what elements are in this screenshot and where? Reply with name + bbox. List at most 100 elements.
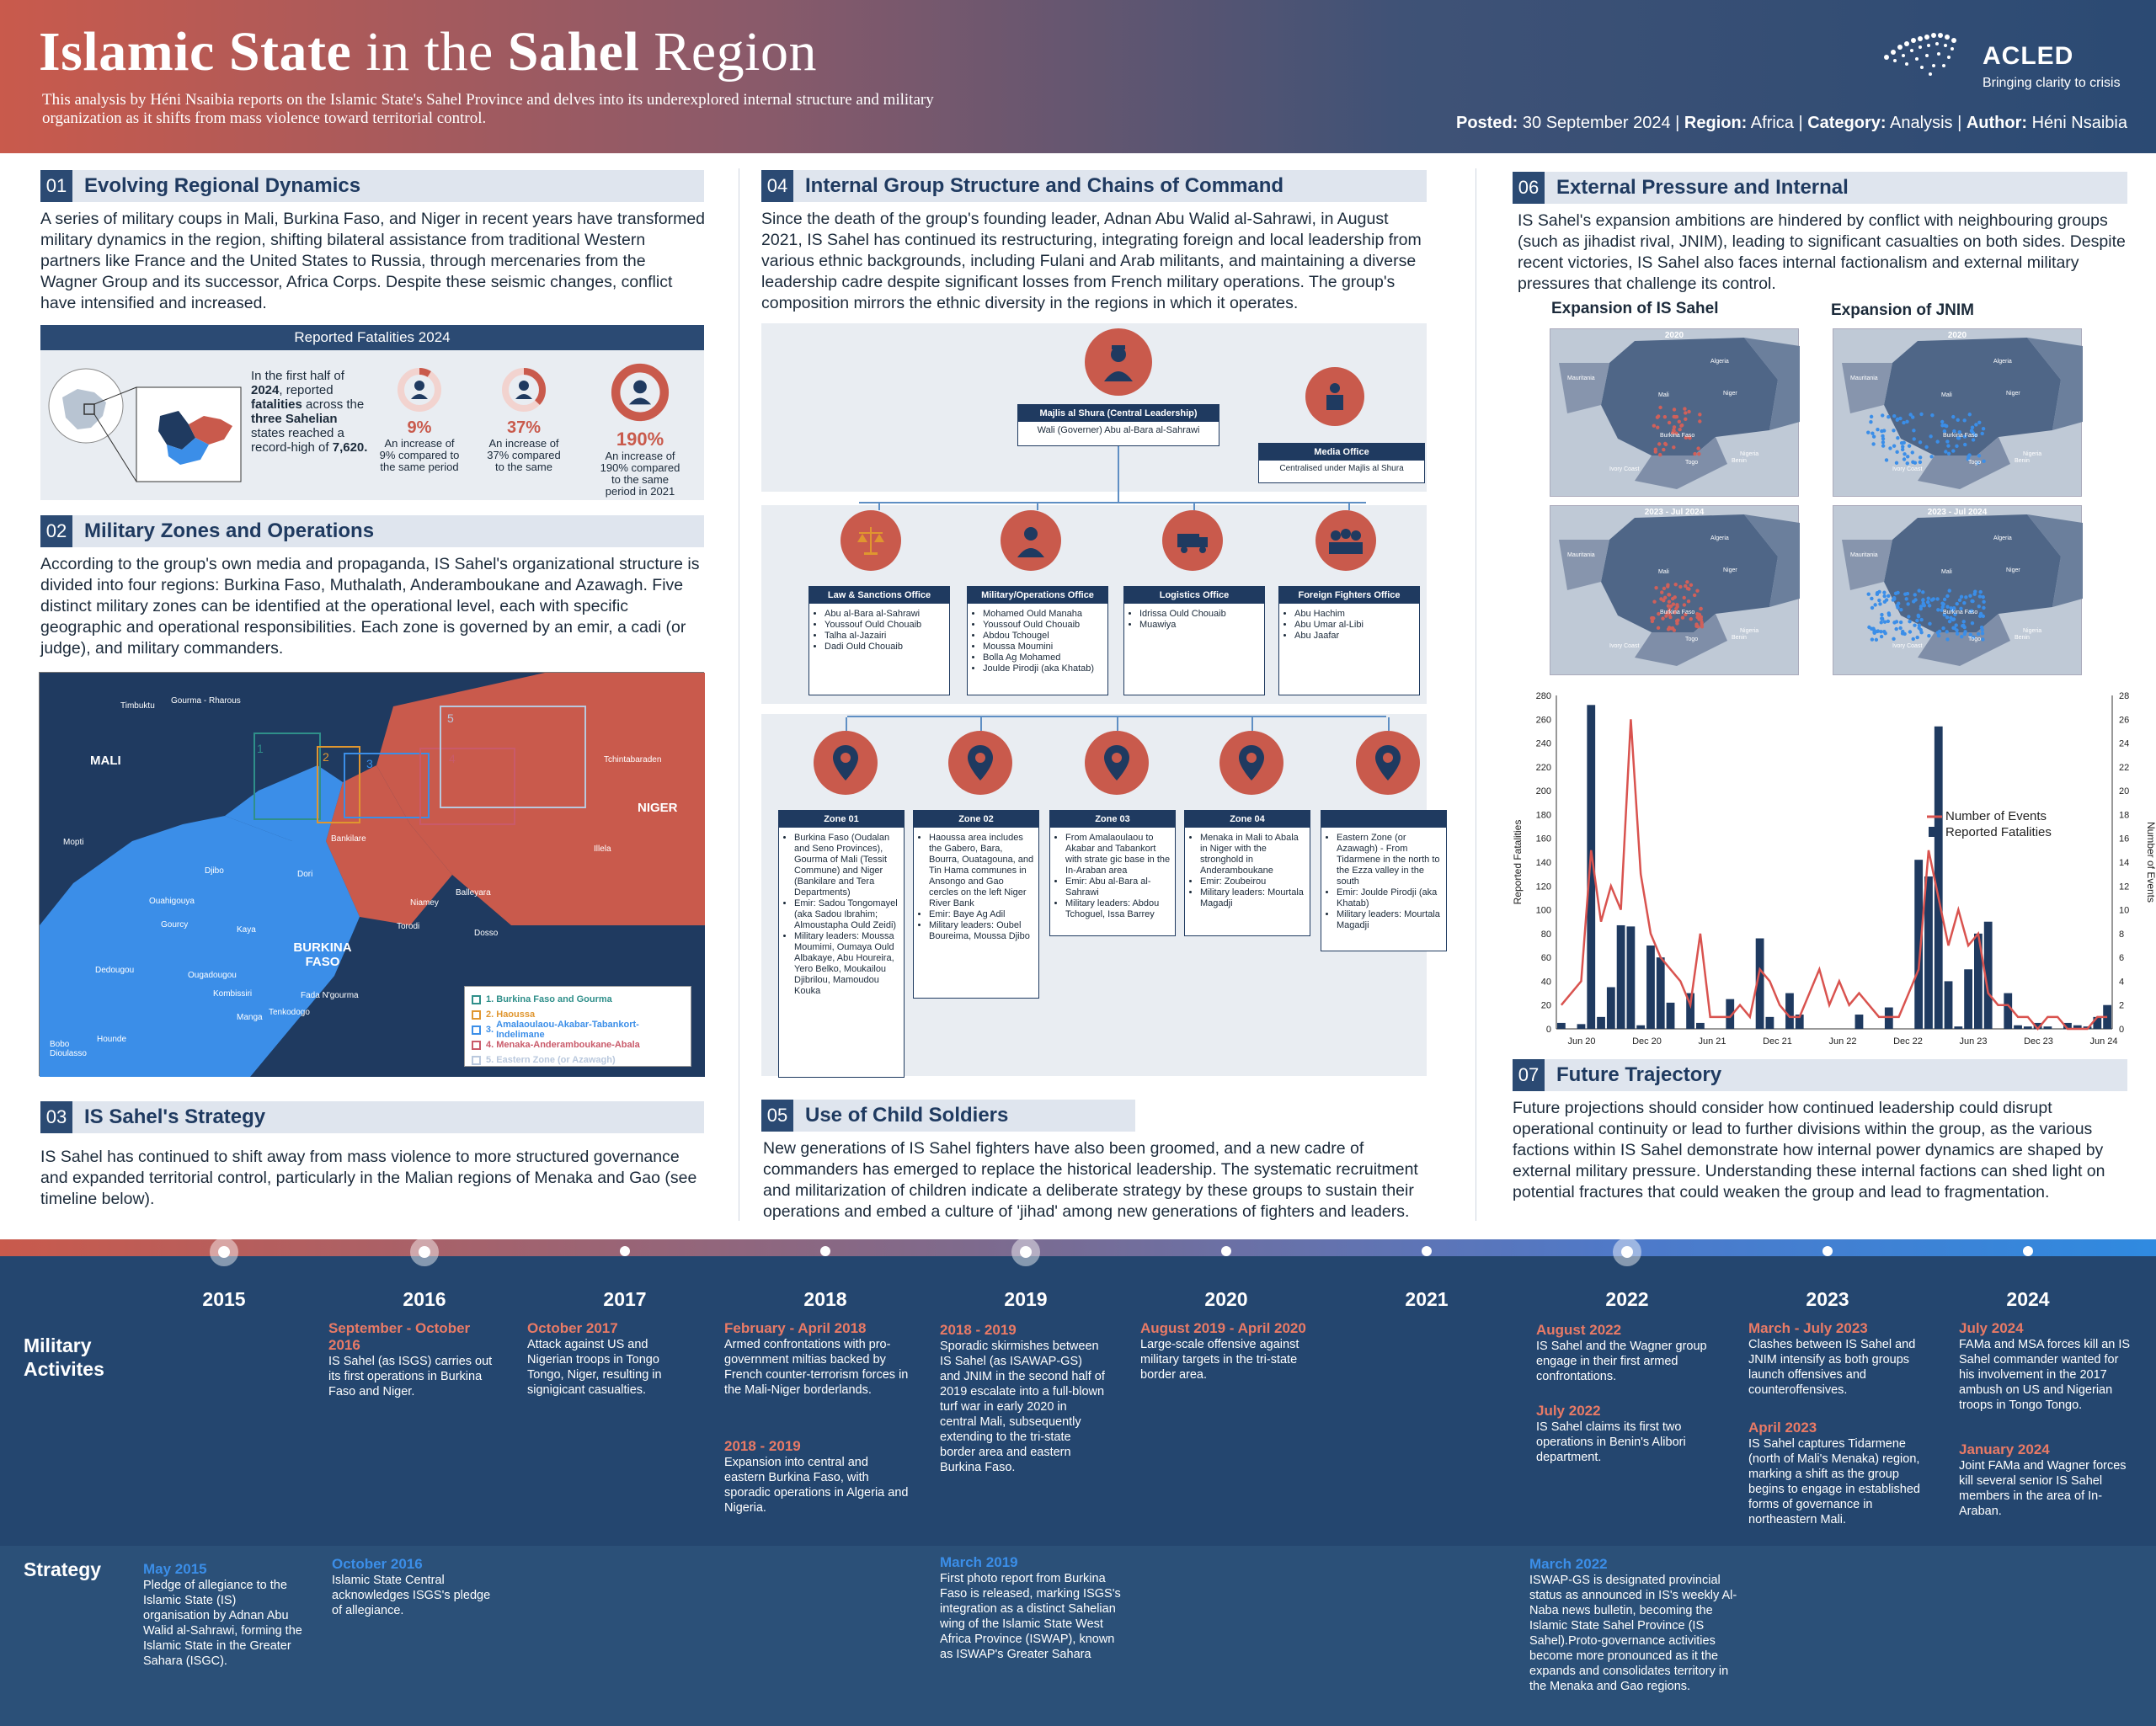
bar <box>2033 1022 2042 1029</box>
bar <box>1944 981 1953 1029</box>
legend-label: Number of Events <box>1945 809 2047 823</box>
stat-value: 37% <box>506 418 542 437</box>
jnim-map: 2023 - Jul 2024 Algeria Mauritania Mali Nige… <box>1833 505 2083 675</box>
office-members: Idrissa Ould ChouaibMuawiya <box>1124 604 1264 634</box>
map-label: Nigeria <box>1740 451 1758 457</box>
map-label: Togo <box>1685 460 1698 466</box>
stat-caption: An increase of 190% compared to the same… <box>600 450 680 498</box>
zone-title: Zone 02 <box>914 811 1038 828</box>
map-label: Mauritania <box>1850 376 1878 381</box>
bar <box>1765 1016 1774 1029</box>
legend-item: 2. Haoussa <box>472 1007 684 1022</box>
event-date: July 2024 <box>1959 1320 2024 1336</box>
zones-map-graphic <box>40 673 705 1077</box>
timeline-event: March - July 2023 Clashes between IS Sahe… <box>1748 1320 1925 1398</box>
bar <box>1656 957 1665 1029</box>
section-number: 02 <box>40 515 72 547</box>
map-place: Tchintabaraden <box>604 755 662 764</box>
map-label: Mali <box>1658 392 1669 398</box>
map-title-jnim: Expansion of JNIM <box>1831 301 1974 319</box>
meta-author: Héni Nsaibia <box>2031 114 2127 132</box>
timeline-marker <box>1613 1238 1641 1266</box>
bar <box>1696 1022 1705 1029</box>
zone-card: Zone 04 Menaka in Mali to Abala in Niger … <box>1184 810 1310 936</box>
legend-num: 4. <box>486 1040 494 1050</box>
section-02-header: 02 Military Zones and Operations <box>40 515 704 547</box>
jnim-map: 2020 Algeria Mauritania Mali Niger Burkina Fa… <box>1833 328 2083 497</box>
location-pin-icon <box>1219 731 1283 795</box>
location-pin-icon <box>1356 731 1420 795</box>
zone-title: Zone 01 <box>779 811 904 828</box>
scales-icon <box>841 510 901 571</box>
bar <box>2063 1022 2072 1029</box>
member-name: Idrissa Ould Chouaib <box>1139 609 1261 620</box>
timeline-year: 2024 <box>2006 1288 2050 1310</box>
x-tick-label: Jun 22 <box>1828 1036 1856 1047</box>
y2-tick-label: 24 <box>2119 739 2129 749</box>
map-label: Mali <box>1941 392 1952 398</box>
zone-details: Menaka in Mali to Abala in Niger with th… <box>1185 828 1310 913</box>
legend-label: Reported Fatalities <box>1945 825 2052 839</box>
map-place: Gourcy <box>161 920 189 930</box>
timeline-event: July 2024 FAMa and MSA forces kill an IS … <box>1959 1320 2136 1413</box>
event-text: Islamic State Central acknowledges ISGS'… <box>332 1574 491 1617</box>
office-card: Military/Operations OfficeMohamed Ould M… <box>967 586 1108 695</box>
summary-text: , reported <box>279 383 334 397</box>
zone-detail: Military leaders: Moussa Moumimi, Oumaya… <box>794 931 900 997</box>
timeline-event: January 2024 Joint FAMa and Wagner forces… <box>1959 1441 2136 1519</box>
office-card: Logistics OfficeIdrissa Ould ChouaibMuaw… <box>1123 586 1265 695</box>
section-04-text: Since the death of the group's founding … <box>761 210 1422 312</box>
event-date: October 2017 <box>527 1320 618 1336</box>
map-label: Niger <box>2006 567 2020 573</box>
bar <box>1854 1015 1864 1029</box>
bar <box>1954 1026 1963 1029</box>
section-title: Use of Child Soldiers <box>805 1104 1009 1127</box>
member-name: Abu al-Bara al-Sahrawi <box>825 609 946 620</box>
map-period: 2020 <box>1947 331 1967 340</box>
section-02-text: According to the group's own media and p… <box>40 555 700 658</box>
map-label: Ivory Coast <box>1892 466 1922 472</box>
map-period: 2020 <box>1664 331 1684 340</box>
timeline-event: September - October 2016 IS Sahel (as ISG… <box>328 1320 497 1399</box>
section-07-text: Future projections should consider how c… <box>1513 1099 2105 1201</box>
fatalities-box: Reported Fatalities 2024 In the first ha… <box>40 325 704 500</box>
zone-card: Zone 01 Burkina Faso (Oudalan and Seno Pr… <box>778 810 905 1078</box>
bar <box>1577 1024 1586 1029</box>
map-place: Djibo <box>205 866 224 876</box>
y-tick-label: 180 <box>1536 810 1551 820</box>
map-label: Ivory Coast <box>1609 643 1639 649</box>
y-tick-label: 200 <box>1536 786 1551 796</box>
stat-value: 9% <box>407 418 432 437</box>
event-text: IS Sahel claims its first two operations… <box>1536 1420 1686 1464</box>
section-title: Military Zones and Operations <box>84 519 375 542</box>
zone-number: 3 <box>366 757 373 770</box>
section-number: 07 <box>1513 1059 1545 1091</box>
map-country-label: MALI <box>90 754 121 768</box>
map-label: Togo <box>1968 460 1981 466</box>
zone-details: From Amalaoulaou to Akabar and Tabankort… <box>1050 828 1175 924</box>
legend-item: 3. Amalaoulaou-Akabar-Tabankort-Indelima… <box>472 1020 684 1040</box>
timeline-marker <box>1422 1246 1432 1256</box>
section-title: IS Sahel's Strategy <box>84 1105 266 1128</box>
bar <box>1636 1025 1646 1029</box>
x-tick-label: Dec 20 <box>1632 1036 1662 1047</box>
meta-posted: 30 September 2024 <box>1522 114 1671 132</box>
event-date: September - October 2016 <box>328 1320 471 1353</box>
event-text: IS Sahel (as ISGS) carries out its first… <box>328 1355 493 1398</box>
x-tick-label: Dec 22 <box>1893 1036 1923 1047</box>
fatalities-summary: In the first half of 2024, reported fata… <box>251 369 369 455</box>
events-line <box>1560 719 2108 1031</box>
bar <box>1785 993 1794 1029</box>
timeline-year: 2016 <box>403 1288 446 1310</box>
map-place: Torodi <box>397 922 420 931</box>
zone-number: 2 <box>323 750 329 764</box>
y-tick-label: 80 <box>1541 930 1551 940</box>
timeline-event: August 2019 - April 2020 Large-scale offe… <box>1140 1320 1326 1382</box>
map-title-is-sahel: Expansion of IS Sahel <box>1551 300 1719 317</box>
event-date: 2018 - 2019 <box>940 1322 1017 1338</box>
map-place: Gourma - Rharous <box>171 696 241 706</box>
timeline-marker <box>1011 1238 1040 1266</box>
legend-num: 5. <box>486 1055 494 1065</box>
office-title: Law & Sanctions Office <box>809 587 949 604</box>
section-07-header: 07 Future Trajectory <box>1513 1059 2127 1091</box>
